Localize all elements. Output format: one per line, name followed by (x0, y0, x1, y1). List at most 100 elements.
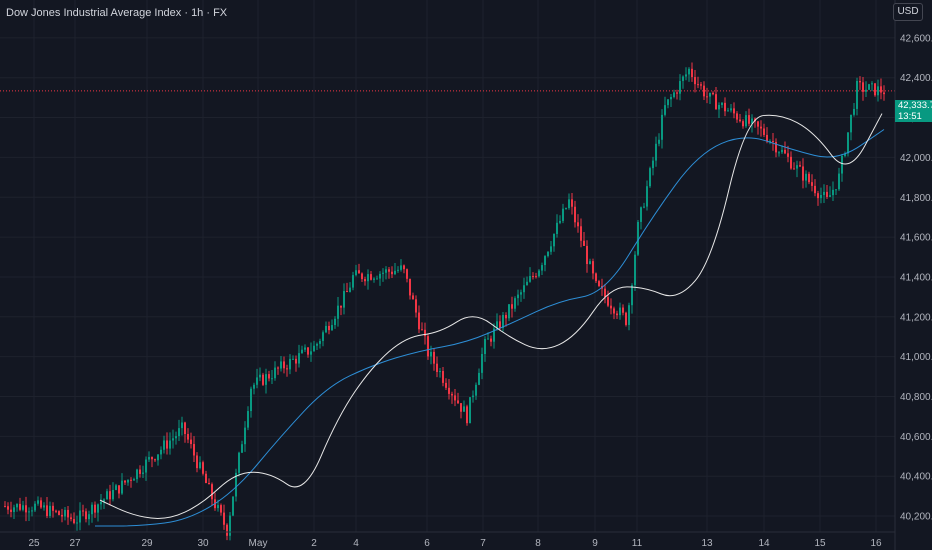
candle-body (151, 457, 153, 460)
candle-up (175, 431, 177, 445)
candle-body (490, 338, 492, 342)
candle-body (199, 462, 201, 469)
time-tick-label: 8 (535, 538, 541, 549)
candle-down (586, 240, 588, 273)
candle-up (238, 451, 240, 477)
candle-up (49, 501, 51, 519)
candle-body (100, 501, 102, 505)
candle-down (67, 506, 69, 525)
time-tick-label: 7 (480, 538, 486, 549)
candle-body (19, 503, 21, 510)
candle-body (70, 517, 72, 520)
price-tick-label: 42,400.00 (900, 73, 932, 84)
candle-up (301, 345, 303, 354)
candle-body (772, 141, 774, 143)
candle-body (793, 168, 795, 170)
candle-body (736, 113, 738, 120)
candle-body (55, 510, 57, 512)
candle-body (721, 102, 723, 105)
time-tick-label: 15 (814, 538, 826, 549)
candle-body (130, 479, 132, 481)
chart-title: Dow Jones Industrial Average Index · 1h … (6, 7, 228, 19)
candle-body (787, 153, 789, 157)
candle-body (268, 374, 270, 379)
candle-up (871, 81, 873, 91)
candle-body (724, 102, 726, 112)
candle-body (139, 469, 141, 474)
candle-body (259, 374, 261, 378)
candle-up (157, 454, 159, 466)
candle-down (724, 97, 726, 117)
candle-body (613, 308, 615, 314)
candle-body (250, 388, 252, 412)
candle-body (316, 343, 318, 346)
candle-down (187, 428, 189, 444)
candle-down (814, 179, 816, 197)
candle-up (781, 145, 783, 154)
candle-up (367, 269, 369, 290)
candle-up (472, 390, 474, 403)
candle-body (757, 121, 759, 127)
candle-body (424, 329, 426, 337)
candle-down (4, 501, 6, 508)
candle-down (202, 460, 204, 476)
candle-down (580, 218, 582, 248)
candle-down (817, 190, 819, 206)
candle-body (295, 358, 297, 364)
candle-up (22, 500, 24, 512)
price-tick-label: 41,600.00 (900, 233, 932, 244)
candle-down (736, 111, 738, 123)
candle-down (166, 432, 168, 455)
candle-down (418, 305, 420, 334)
candle-body (574, 206, 576, 223)
price-axis: 40,200.00 40,400.00 40,600.00 40,800.00 41,0… (900, 33, 932, 522)
candle-body (61, 514, 63, 517)
candle-body (616, 313, 618, 316)
candle-body (694, 77, 696, 85)
candle-body (595, 273, 597, 282)
candle-body (643, 206, 645, 208)
candle-body (697, 84, 699, 86)
candle-body (196, 455, 198, 469)
candle-up (439, 367, 441, 378)
candle-up (538, 269, 540, 278)
candle-down (409, 278, 411, 300)
candle-up (385, 266, 387, 280)
candle-down (694, 70, 696, 93)
time-tick-label: 11 (632, 538, 643, 549)
candle-down (748, 108, 750, 127)
candle-body (847, 132, 849, 154)
candle-up (646, 180, 648, 211)
candle-down (406, 268, 408, 283)
candle-up (106, 488, 108, 500)
candle-body (211, 484, 213, 500)
candle-body (133, 479, 135, 481)
candle-body (652, 160, 654, 169)
candle-down (466, 404, 468, 426)
candle-body (829, 195, 831, 197)
currency-button[interactable]: USD (893, 3, 923, 21)
candle-body (337, 305, 339, 319)
candle-body (682, 76, 684, 82)
candle-up (685, 67, 687, 81)
candle-body (577, 222, 579, 227)
candle-body (550, 246, 552, 252)
candle-up (619, 302, 621, 320)
candle-down (55, 509, 57, 514)
candle-up (670, 93, 672, 108)
candle-body (625, 312, 627, 325)
candle-body (592, 261, 594, 274)
fast-moving-average-line (99, 113, 883, 519)
candle-body (109, 491, 111, 500)
candle-up (820, 187, 822, 204)
candle-up (550, 241, 552, 255)
candle-up (178, 419, 180, 441)
candle-up (292, 355, 294, 360)
candle-body (589, 261, 591, 264)
candle-down (712, 91, 714, 96)
candle-body (817, 193, 819, 199)
candle-up (514, 296, 516, 312)
candle-down (223, 504, 225, 530)
candle-body (49, 505, 51, 517)
